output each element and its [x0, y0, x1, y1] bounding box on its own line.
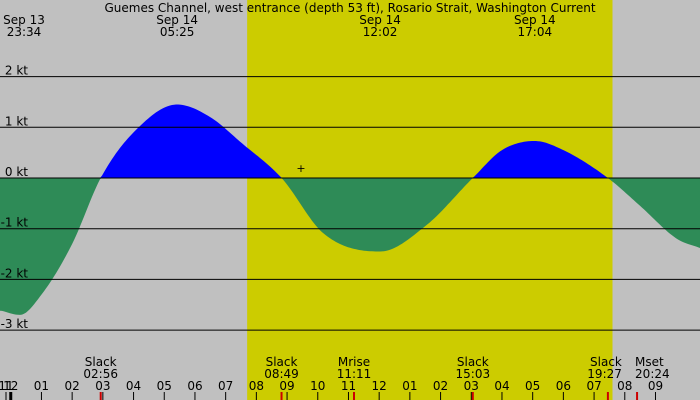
- event-label: Slack: [457, 355, 489, 369]
- y-tick-label: 2 kt: [5, 64, 28, 78]
- event-label: Mset: [635, 355, 664, 369]
- x-tick-label: 12: [3, 379, 18, 393]
- event-time-label: 15:03: [456, 367, 491, 381]
- event-time-label: 08:49: [264, 367, 299, 381]
- x-tick-label: 10: [310, 379, 325, 393]
- x-tick-label: 11: [341, 379, 356, 393]
- x-tick-label: 03: [95, 379, 110, 393]
- x-tick-label: 05: [157, 379, 172, 393]
- x-tick-label: 06: [556, 379, 571, 393]
- y-tick-label: -2 kt: [1, 266, 29, 280]
- event-label: Slack: [590, 355, 622, 369]
- y-axis-labels: 2 kt 1 kt 0 kt -1 kt -2 kt -3 kt: [1, 64, 29, 332]
- y-tick-label: 1 kt: [5, 114, 28, 128]
- extreme-time-label: 17:04: [518, 25, 553, 39]
- x-tick-label: 09: [279, 379, 294, 393]
- x-tick-label: 11: [0, 379, 14, 393]
- event-label: Slack: [266, 355, 298, 369]
- flood-area: [0, 104, 700, 178]
- extreme-day-label: Sep 14: [359, 13, 401, 27]
- event-time-label: 02:56: [83, 367, 118, 381]
- extreme-day-label: Sep 14: [514, 13, 556, 27]
- chart-title: Guemes Channel, west entrance (depth 53 …: [104, 1, 595, 15]
- y-tick-label: -3 kt: [1, 317, 29, 331]
- now-marker: +: [296, 162, 305, 175]
- x-tick-label: 05: [525, 379, 540, 393]
- ebb-area: [0, 178, 700, 315]
- event-label: Slack: [85, 355, 117, 369]
- event-time-label: 20:24: [635, 367, 670, 381]
- event-time-label: 11:11: [337, 367, 372, 381]
- event-time-label: 19:27: [587, 367, 622, 381]
- extreme-time-label: 23:34: [7, 25, 42, 39]
- x-tick-label: 08: [617, 379, 632, 393]
- y-tick-label: 0 kt: [5, 165, 28, 179]
- x-tick-label: 04: [126, 379, 141, 393]
- x-tick-label: 12: [372, 379, 387, 393]
- x-tick-label: 07: [586, 379, 601, 393]
- x-tick-label: 02: [433, 379, 448, 393]
- x-tick-label: 03: [464, 379, 479, 393]
- x-tick-label: 08: [249, 379, 264, 393]
- x-tick-label: 01: [34, 379, 49, 393]
- extreme-time-label: 12:02: [363, 25, 398, 39]
- extreme-time-label: 05:25: [160, 25, 195, 39]
- x-tick-label: 06: [187, 379, 202, 393]
- x-tick-label: 09: [648, 379, 663, 393]
- x-tick-label: 04: [494, 379, 509, 393]
- x-tick-label: 01: [402, 379, 417, 393]
- event-labels: Slack02:56Slack08:49Mrise11:11Slack15:03…: [83, 355, 670, 400]
- extreme-day-label: Sep 13: [3, 13, 45, 27]
- x-tick-label: 02: [65, 379, 80, 393]
- gridlines: [0, 76, 700, 331]
- x-tick-label: 07: [218, 379, 233, 393]
- event-label: Mrise: [338, 355, 370, 369]
- extreme-day-label: Sep 14: [156, 13, 198, 27]
- y-tick-label: -1 kt: [1, 216, 29, 230]
